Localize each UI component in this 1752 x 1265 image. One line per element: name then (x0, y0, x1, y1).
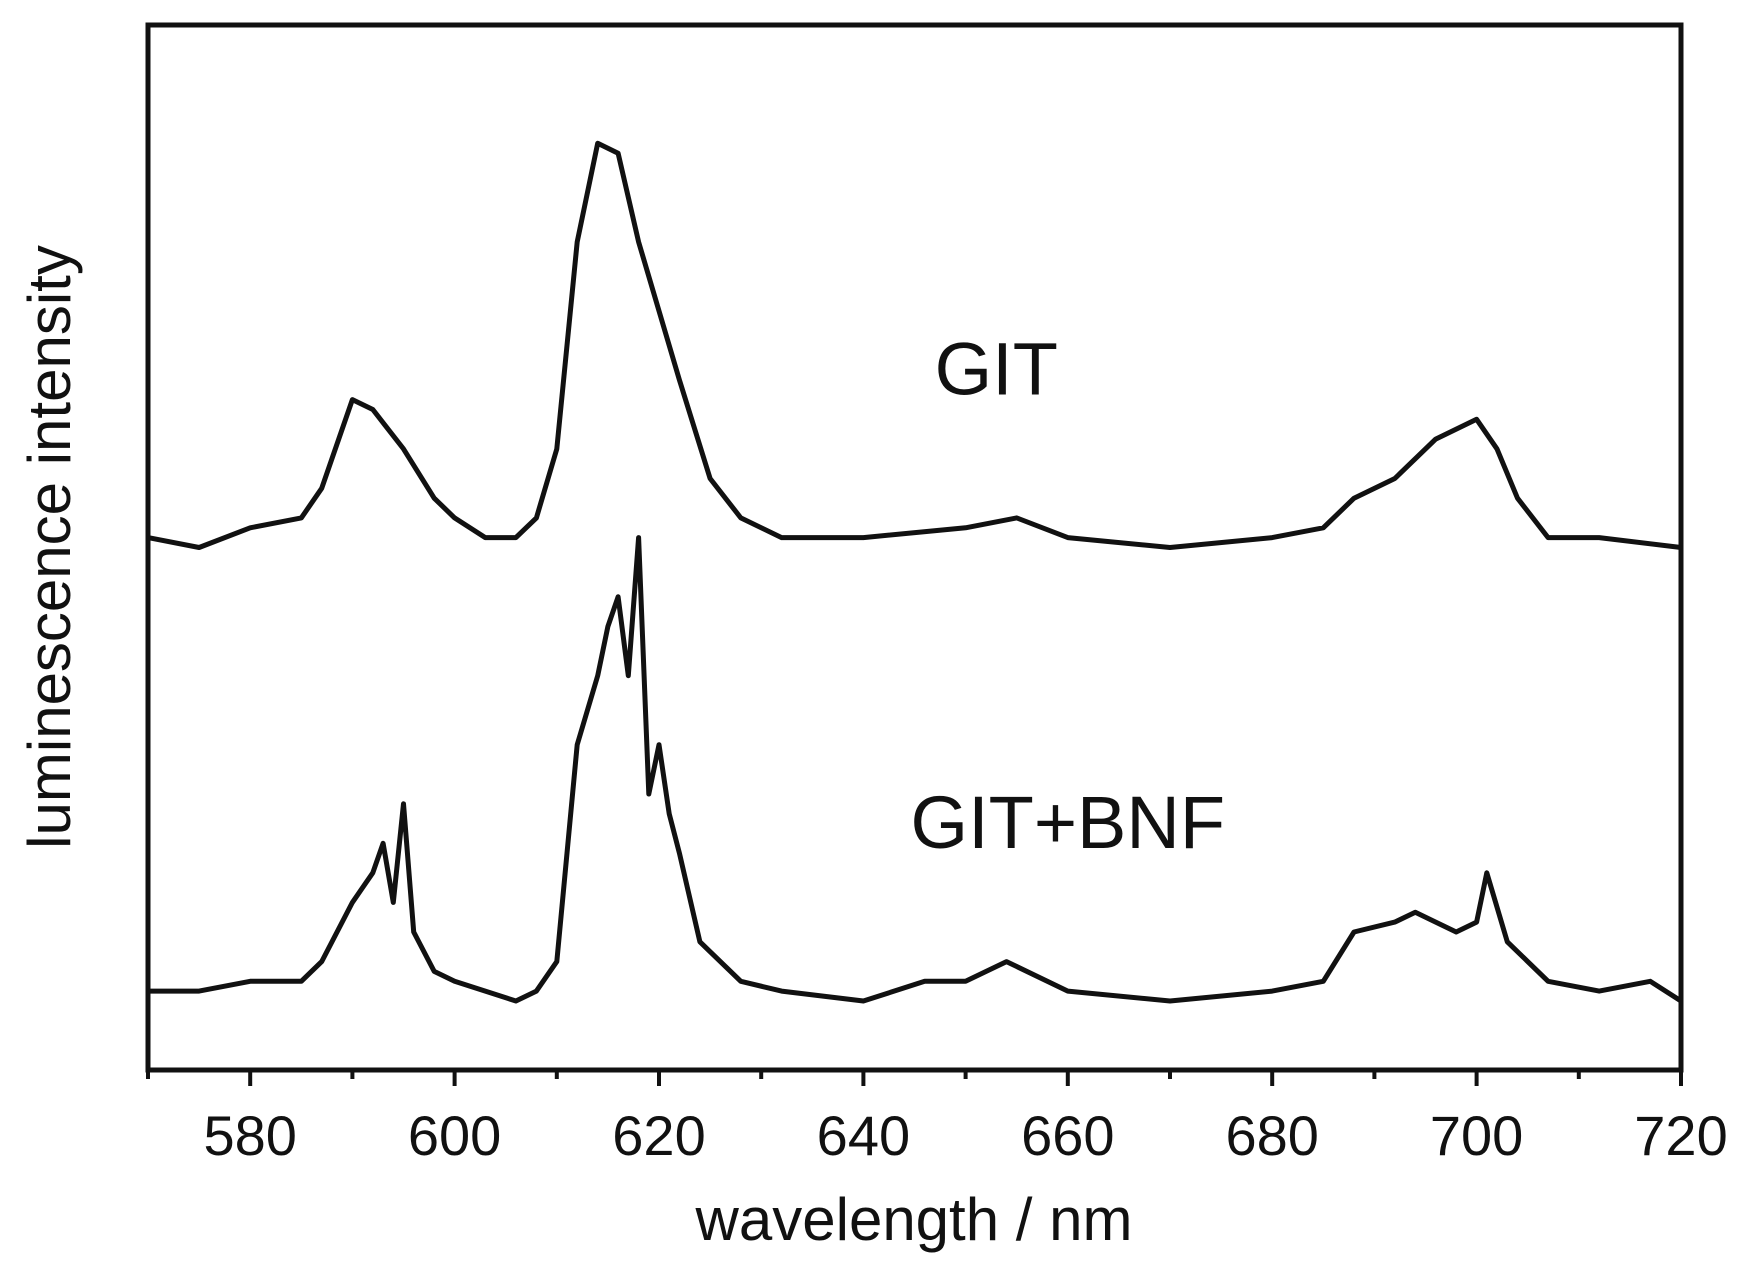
series-line-git (145, 140, 1684, 550)
plot-area-background (148, 25, 1681, 1070)
y-axis-label: luminescence intensity (16, 245, 83, 849)
x-axis-ticks (146, 1070, 1683, 1086)
x-tick-label: 640 (817, 1104, 910, 1167)
series-line-git-bnf (145, 535, 1684, 1004)
annotation-git: GIT (935, 328, 1058, 411)
x-tick-label: 660 (1021, 1104, 1114, 1167)
annotation-git-bnf: GIT+BNF (911, 781, 1226, 864)
x-tick-label: 700 (1430, 1104, 1523, 1167)
series-annotations: GIT GIT+BNF (911, 328, 1226, 864)
x-tick-label: 680 (1225, 1104, 1318, 1167)
x-tick-label: 620 (612, 1104, 705, 1167)
x-axis-tick-labels: 580 600 620 640 660 680 700 720 (203, 1104, 1727, 1167)
series-traces (145, 140, 1684, 1004)
x-tick-label: 580 (203, 1104, 296, 1167)
x-tick-label: 600 (408, 1104, 501, 1167)
plot-frame (145, 22, 1684, 1073)
x-axis-label: wavelength / nm (695, 1186, 1133, 1253)
x-tick-label: 720 (1634, 1104, 1727, 1167)
